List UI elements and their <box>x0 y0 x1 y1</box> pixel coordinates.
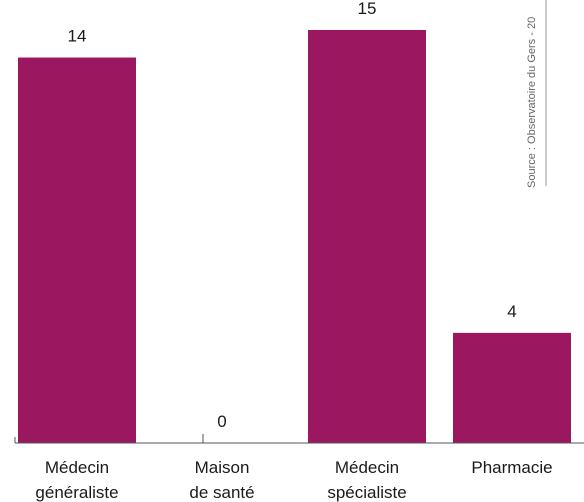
category-label-0-line-0: Médecin <box>45 458 109 477</box>
value-label-1: 0 <box>217 412 226 431</box>
bars-group <box>18 30 571 444</box>
category-label-1-line-1: de santé <box>189 483 254 502</box>
bar-0 <box>18 57 136 444</box>
value-labels-group: 14 0 15 4 <box>68 0 517 431</box>
source-note: Source : Observatoire du Gers - 20 <box>526 17 538 188</box>
category-label-2-line-0: Médecin <box>335 458 399 477</box>
category-label-3-line-0: Pharmacie <box>471 458 552 477</box>
category-label-2-line-1: spécialiste <box>327 483 406 502</box>
value-label-0: 14 <box>68 27 87 46</box>
category-label-0-line-1: généraliste <box>35 483 118 502</box>
value-label-2: 15 <box>358 0 377 18</box>
bar-2 <box>308 30 426 443</box>
category-label-1-line-0: Maison <box>195 458 250 477</box>
bar-3 <box>453 332 571 443</box>
value-label-3: 4 <box>507 302 516 321</box>
category-labels-group: Médecin généraliste Maison de santé Médecin s… <box>35 458 552 502</box>
